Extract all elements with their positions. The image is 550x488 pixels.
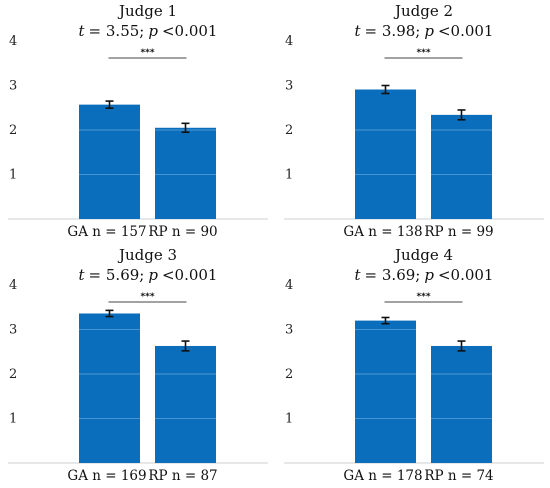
significance-marker: ***	[416, 292, 430, 302]
y-tick-label: 4	[285, 278, 293, 293]
statistic-t-value: = 3.69;	[365, 266, 421, 284]
significance-marker: ***	[140, 292, 154, 302]
panel-title: Judge 2	[393, 2, 453, 20]
statistic-p-value: <0.001	[162, 266, 218, 284]
x-category-label: GA n = 169	[67, 468, 146, 484]
y-tick-label: 2	[9, 367, 17, 382]
y-tick-label: 3	[9, 79, 17, 94]
x-category-label: GA n = 138	[343, 224, 422, 240]
significance-marker: ***	[416, 48, 430, 58]
statistic-p-label: p	[424, 266, 434, 284]
chart-panel: Judge 2 t = 3.98; p <0.001 1 2 3 4 *** GA n = 138 R…	[284, 2, 544, 240]
panel-statistic: t = 3.55; p <0.001	[79, 22, 218, 40]
x-category-label: RP n = 74	[424, 468, 493, 484]
y-tick-label: 1	[9, 168, 17, 183]
statistic-t-label: t	[79, 266, 86, 284]
significance-marker: ***	[140, 48, 154, 58]
x-category-label: RP n = 99	[424, 224, 493, 240]
bar	[79, 313, 140, 463]
statistic-p-value: <0.001	[438, 266, 494, 284]
y-tick-label: 1	[9, 412, 17, 427]
y-tick-label: 3	[285, 79, 293, 94]
bar	[79, 104, 140, 219]
statistic-p-label: p	[424, 22, 434, 40]
y-tick-label: 1	[285, 412, 293, 427]
y-tick-label: 3	[9, 323, 17, 338]
panel-title: Judge 1	[117, 2, 177, 20]
statistic-p-label: p	[148, 22, 158, 40]
bar	[155, 345, 216, 463]
bar	[431, 114, 492, 219]
y-tick-label: 4	[9, 34, 17, 49]
bar	[355, 320, 416, 463]
x-category-label: GA n = 178	[343, 468, 422, 484]
chart-panel: Judge 1 t = 3.55; p <0.001 1 2 3 4 *** GA n = 157 R…	[8, 2, 268, 240]
statistic-p-value: <0.001	[438, 22, 494, 40]
bar	[431, 345, 492, 463]
y-tick-label: 4	[9, 278, 17, 293]
statistic-t-value: = 5.69;	[89, 266, 145, 284]
statistic-t-label: t	[355, 22, 362, 40]
statistic-t-label: t	[355, 266, 362, 284]
chart-panel: Judge 3 t = 5.69; p <0.001 1 2 3 4 *** GA n = 169 R…	[8, 246, 268, 484]
x-category-label: RP n = 87	[148, 468, 217, 484]
panel-statistic: t = 3.69; p <0.001	[355, 266, 494, 284]
y-tick-label: 2	[9, 123, 17, 138]
x-category-label: RP n = 90	[148, 224, 217, 240]
statistic-p-value: <0.001	[162, 22, 218, 40]
y-tick-label: 3	[285, 323, 293, 338]
y-tick-label: 2	[285, 123, 293, 138]
y-tick-label: 4	[285, 34, 293, 49]
panel-title: Judge 4	[393, 246, 453, 264]
statistic-t-value: = 3.55;	[89, 22, 145, 40]
statistic-t-label: t	[79, 22, 86, 40]
y-tick-label: 1	[285, 168, 293, 183]
bar	[155, 127, 216, 219]
chart-panel: Judge 4 t = 3.69; p <0.001 1 2 3 4 *** GA n = 178 R…	[284, 246, 544, 484]
panel-statistic: t = 5.69; p <0.001	[79, 266, 218, 284]
panel-title: Judge 3	[117, 246, 177, 264]
y-tick-label: 2	[285, 367, 293, 382]
x-category-label: GA n = 157	[67, 224, 146, 240]
bar	[355, 89, 416, 219]
statistic-t-value: = 3.98;	[365, 22, 421, 40]
statistic-p-label: p	[148, 266, 158, 284]
panel-statistic: t = 3.98; p <0.001	[355, 22, 494, 40]
